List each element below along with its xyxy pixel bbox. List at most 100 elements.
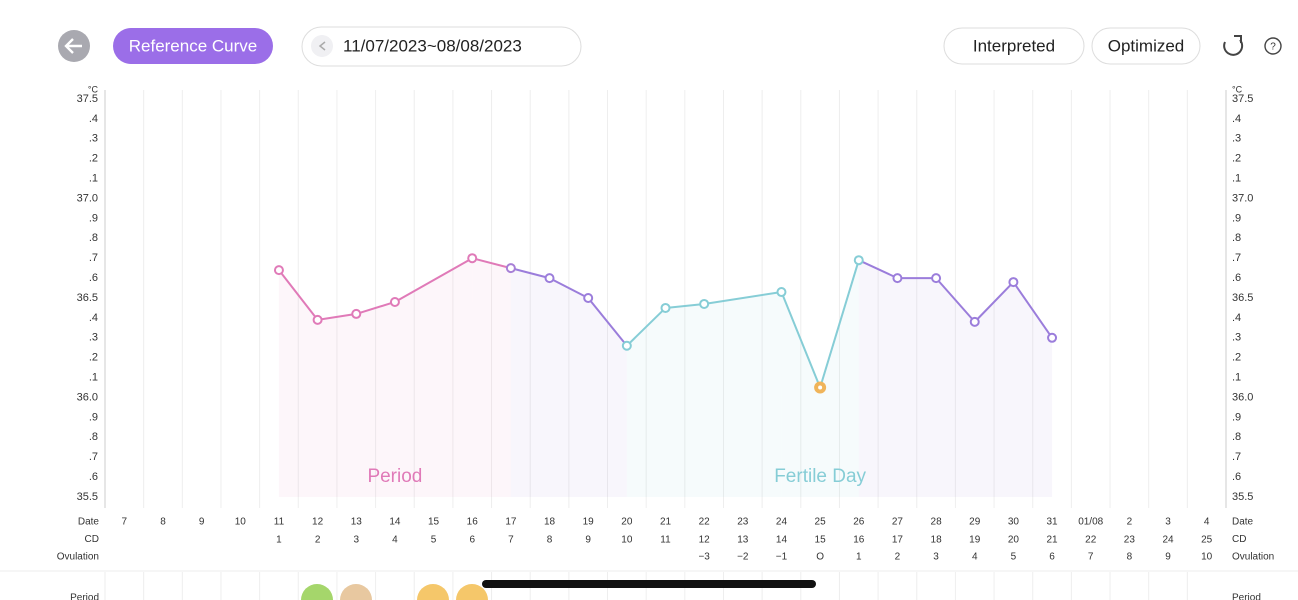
ovulation-label: 7: [1088, 552, 1094, 563]
cd-label: 3: [353, 535, 359, 546]
y-tick-label: 37.5: [77, 93, 98, 105]
help-icon[interactable]: [1264, 37, 1282, 55]
date-label: 26: [853, 517, 865, 528]
tab[interactable]: [1091, 27, 1201, 65]
point: [853, 255, 864, 266]
y-tick-label: .6: [89, 272, 98, 284]
cd-label: 2: [315, 535, 321, 546]
date-label: 21: [660, 517, 672, 528]
cd-label: 11: [660, 535, 671, 546]
date-back[interactable]: [311, 35, 333, 57]
y2-tick-label: .9: [1232, 212, 1241, 224]
point: [660, 302, 671, 313]
y-tick-label: .7: [89, 451, 98, 463]
y2-tick-label: .8: [1232, 431, 1241, 443]
y2-tick-label: .3: [1232, 332, 1241, 344]
y2-tick-label: .6: [1232, 272, 1241, 284]
y-tick-label: .6: [89, 471, 98, 483]
y-tick-label: 36.0: [77, 391, 98, 403]
cd-label: 14: [776, 535, 788, 546]
cd-label: 19: [969, 535, 981, 546]
y-tick-label: .4: [89, 113, 98, 125]
cd-label: 13: [737, 535, 749, 546]
date-label: 4: [1204, 517, 1210, 528]
area-fill: [858, 260, 898, 497]
date-label: 13: [351, 517, 363, 528]
y-tick-label: .2: [89, 153, 98, 165]
area-fill: [626, 307, 666, 497]
home-indicator: [482, 580, 816, 588]
tab-label: Optimized: [1108, 36, 1185, 55]
cd-label: 4: [392, 535, 398, 546]
point: [699, 298, 710, 309]
y-tick-label: .3: [89, 332, 98, 344]
ovulation-label: −2: [737, 552, 749, 563]
ovulation-label: −1: [776, 552, 788, 563]
y2-tick-label: .8: [1232, 232, 1241, 244]
area-fill: [472, 258, 511, 497]
area-fill: [936, 278, 975, 497]
date-label: 17: [505, 517, 517, 528]
ovulation-label: 1: [856, 552, 862, 563]
line-segment: [549, 277, 589, 299]
date-label: 25: [815, 517, 827, 528]
y2-tick-label: .4: [1232, 312, 1241, 324]
next-row-label: Period: [1232, 593, 1261, 600]
point: [312, 314, 323, 325]
point: [505, 263, 516, 274]
mood-icon: [417, 584, 449, 600]
date-label: 20: [621, 517, 633, 528]
point: [467, 253, 478, 264]
point: [1008, 277, 1019, 288]
y2-tick-label: .3: [1232, 133, 1241, 145]
date-label: 01/08: [1078, 517, 1103, 528]
date-label: 31: [1046, 517, 1058, 528]
area-fill: [665, 303, 705, 497]
reference-button[interactable]: [113, 28, 273, 64]
ovulation-label: 10: [1201, 552, 1213, 563]
tab-label: Interpreted: [973, 36, 1055, 55]
cd-label: 20: [1008, 535, 1020, 546]
y2-tick-label: 36.0: [1232, 391, 1253, 403]
y-tick-label: .3: [89, 133, 98, 145]
y-tick-label: 37.0: [77, 192, 98, 204]
cd-label: 10: [621, 535, 633, 546]
y-unit: °C: [88, 84, 99, 94]
line-segment: [780, 291, 822, 388]
area-fill: [510, 268, 550, 497]
date-pill[interactable]: [301, 26, 582, 67]
point: [544, 273, 555, 284]
line-segment: [587, 297, 628, 347]
back-icon: [64, 38, 82, 54]
line-segment: [665, 302, 705, 309]
y2-tick-label: 35.5: [1232, 491, 1253, 503]
mood-icon: [340, 584, 372, 600]
area-fill: [974, 282, 1014, 497]
mood-icon: [456, 584, 488, 600]
area-fill: [394, 258, 473, 497]
date-label: 3: [1165, 517, 1171, 528]
ovulation-label: 3: [933, 552, 939, 563]
y2-tick-label: 36.5: [1232, 292, 1253, 304]
point: [931, 273, 942, 284]
date-label: 11: [274, 517, 285, 528]
point: [1047, 332, 1058, 343]
area-fill: [781, 292, 821, 497]
next-row-label: Period: [70, 593, 99, 600]
cd-label: 17: [892, 535, 904, 546]
cd-label: 6: [469, 535, 475, 546]
date-label: 14: [389, 517, 401, 528]
point: [351, 308, 362, 319]
area-fill: [356, 301, 395, 497]
tab[interactable]: [943, 27, 1085, 65]
line-segment: [510, 267, 550, 280]
y2-tick-label: .1: [1232, 173, 1241, 185]
date-label: 22: [699, 517, 711, 528]
area-fill: [588, 298, 627, 497]
refresh-icon[interactable]: [1223, 35, 1244, 56]
ovulation-label: O: [816, 552, 824, 563]
line-segment: [317, 312, 357, 321]
y-tick-label: 35.5: [77, 491, 98, 503]
y2-tick-label: .6: [1232, 471, 1241, 483]
